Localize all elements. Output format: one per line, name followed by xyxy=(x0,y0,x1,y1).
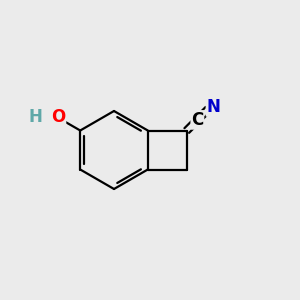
Text: O: O xyxy=(51,108,65,126)
Text: C: C xyxy=(191,111,203,129)
Text: N: N xyxy=(206,98,220,116)
Text: H: H xyxy=(29,108,43,126)
